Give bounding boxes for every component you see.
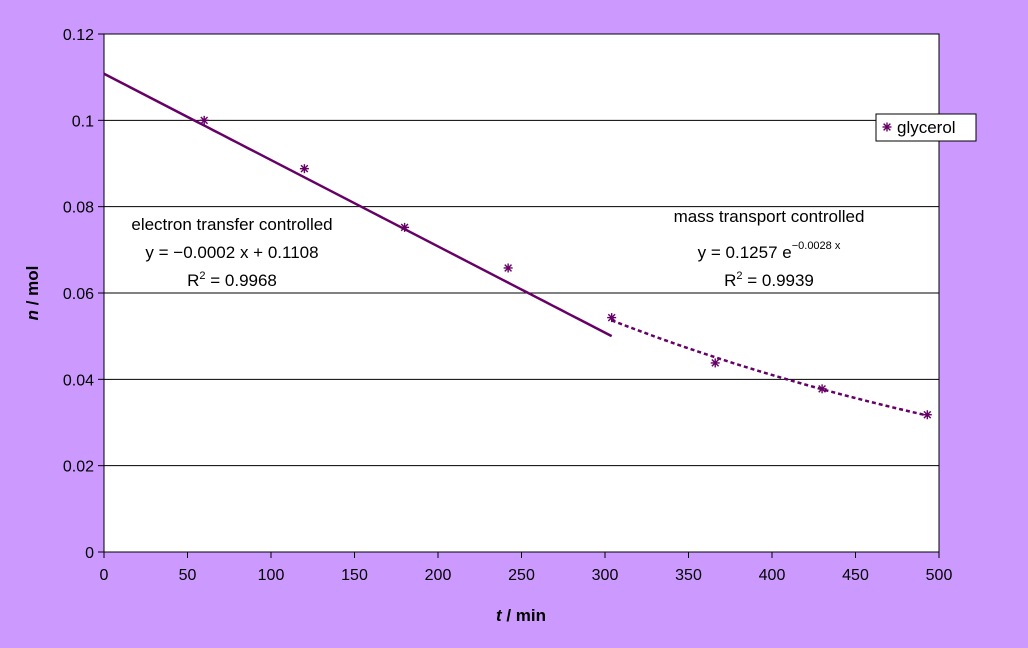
- x-axis-var: t: [496, 606, 503, 625]
- gridlines: [104, 33, 939, 467]
- x-tick-label-4: 200: [425, 567, 452, 584]
- annotation-etc-r2-value: = 0.9968: [206, 271, 277, 290]
- annotation-etc-title: electron transfer controlled: [131, 215, 332, 234]
- x-tick-labels: 0 50 100 150 200 250 300 350 400 450 500: [100, 567, 953, 584]
- legend: glycerol: [875, 113, 977, 142]
- annotation-etc-r2-sup: 2: [199, 270, 205, 282]
- data-point-0-1: [299, 164, 309, 174]
- trendlines: [103, 72, 928, 417]
- legend-asterisk: [882, 122, 892, 132]
- axes: [98, 33, 940, 558]
- data-point-0-2: [400, 222, 410, 232]
- legend-label-glycerol: glycerol: [897, 118, 956, 137]
- data-point-0-1-stroke-3: [300, 164, 309, 173]
- data-point-0-5: [710, 358, 720, 368]
- y-tick-label-4: 0.08: [63, 200, 94, 217]
- y-axis-unit: / mol: [23, 266, 42, 310]
- data-point-0-0: [199, 115, 209, 125]
- x-tick-label-6: 300: [592, 567, 619, 584]
- x-axis-title: t / min: [496, 606, 546, 625]
- annotation-etc-r2-prefix: R: [187, 271, 199, 290]
- annotation-mtc-r2-value: = 0.9939: [743, 271, 814, 290]
- data-point-0-0-stroke-3: [200, 116, 209, 125]
- annotation-mass-transport: mass transport controlled y = 0.1257 e−0…: [674, 207, 865, 290]
- y-tick-label-0: 0: [85, 545, 94, 562]
- x-tick-label-2: 100: [258, 567, 285, 584]
- data-point-0-3-stroke-3: [504, 264, 513, 272]
- x-tick-label-7: 350: [675, 567, 702, 584]
- annotation-etc-equation: y = −0.0002 x + 0.1108: [145, 243, 318, 262]
- y-tick-labels: 0 0.02 0.04 0.06 0.08 0.1 0.12: [63, 27, 94, 562]
- x-tick-label-1: 50: [179, 567, 197, 584]
- x-tick-label-3: 150: [341, 567, 368, 584]
- annotation-mtc-equation-exp: −0.0028 x: [792, 240, 841, 252]
- annotation-mtc-equation-base: y = 0.1257 e: [698, 243, 792, 262]
- y-tick-label-1: 0.02: [63, 459, 94, 476]
- annotation-mtc-r2-prefix: R: [724, 271, 736, 290]
- x-tick-label-9: 450: [842, 567, 869, 584]
- x-axis-unit: / min: [502, 606, 546, 625]
- annotation-electron-transfer: electron transfer controlled y = −0.0002…: [131, 215, 332, 290]
- y-tick-label-6: 0.12: [63, 27, 94, 44]
- x-tick-label-0: 0: [100, 567, 109, 584]
- annotation-mtc-equation: y = 0.1257 e−0.0028 x: [698, 240, 841, 262]
- data-point-0-6: [817, 384, 827, 394]
- y-axis-var: n: [23, 310, 42, 320]
- trendline-linear: [103, 72, 613, 338]
- data-point-0-5-stroke-3: [711, 359, 720, 367]
- data-point-0-7-stroke-3: [923, 410, 932, 419]
- trendline-exponential: [611, 319, 928, 417]
- annotation-etc-r2: R2 = 0.9968: [187, 270, 277, 290]
- data-points: [199, 115, 932, 420]
- x-tick-label-8: 400: [759, 567, 786, 584]
- y-tick-label-5: 0.1: [72, 113, 94, 130]
- data-point-0-6-stroke-3: [818, 384, 826, 393]
- y-axis-title: n / mol: [23, 266, 42, 321]
- y-tick-label-3: 0.06: [63, 286, 94, 303]
- y-tick-label-2: 0.04: [63, 372, 94, 389]
- legend-asterisk-stroke-3: [883, 123, 891, 131]
- legend-box: [875, 113, 977, 142]
- x-tick-label-10: 500: [926, 567, 953, 584]
- data-point-0-3: [503, 263, 513, 273]
- x-tick-label-5: 250: [508, 567, 535, 584]
- data-point-0-4-stroke-3: [607, 313, 616, 322]
- annotation-mtc-r2: R2 = 0.9939: [724, 270, 814, 290]
- data-point-0-4: [607, 313, 617, 323]
- annotation-mtc-r2-sup: 2: [736, 270, 742, 282]
- legend-marker-asterisk-icon: [882, 122, 892, 132]
- data-point-0-2-stroke-3: [400, 223, 409, 232]
- data-point-0-7: [922, 410, 932, 420]
- annotation-mtc-title: mass transport controlled: [674, 207, 865, 226]
